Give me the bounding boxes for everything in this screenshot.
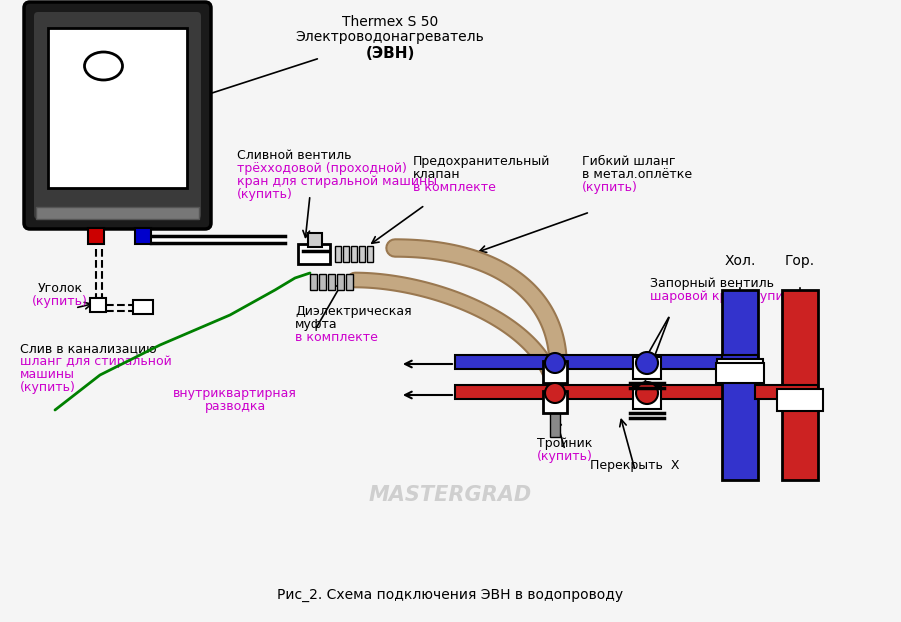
Bar bbox=[351, 246, 357, 262]
Bar bbox=[722, 290, 758, 480]
Text: (купить): (купить) bbox=[537, 450, 593, 463]
Circle shape bbox=[545, 383, 565, 403]
FancyBboxPatch shape bbox=[34, 12, 201, 219]
Text: Гибкий шланг: Гибкий шланг bbox=[582, 155, 676, 168]
Text: Гор.: Гор. bbox=[785, 254, 815, 268]
Circle shape bbox=[545, 353, 565, 373]
Bar bbox=[543, 391, 567, 413]
Text: Сливной вентиль: Сливной вентиль bbox=[237, 149, 351, 162]
Bar bbox=[36, 207, 199, 219]
Bar bbox=[782, 290, 818, 480]
Text: Предохранительный: Предохранительный bbox=[413, 155, 551, 168]
Text: (купить): (купить) bbox=[32, 295, 88, 308]
Text: в метал.оплётке: в метал.оплётке bbox=[582, 168, 692, 181]
Bar bbox=[367, 246, 373, 262]
Bar bbox=[343, 246, 349, 262]
Text: Слив в канализацию: Слив в канализацию bbox=[20, 342, 157, 355]
Bar bbox=[455, 385, 755, 399]
Bar bbox=[722, 355, 758, 369]
Text: Запорный вентиль: Запорный вентиль bbox=[650, 277, 774, 290]
Bar bbox=[90, 298, 106, 312]
Bar bbox=[455, 355, 755, 369]
Bar bbox=[633, 387, 661, 409]
Bar bbox=[346, 274, 353, 290]
Text: шаровой кран (купить): шаровой кран (купить) bbox=[650, 290, 804, 303]
Text: Диэлектрическая: Диэлектрическая bbox=[295, 305, 412, 318]
Text: в комплекте: в комплекте bbox=[413, 181, 496, 194]
Bar bbox=[543, 361, 567, 383]
Bar bbox=[308, 233, 322, 247]
Bar bbox=[716, 363, 764, 383]
Text: кран для стиральной машины: кран для стиральной машины bbox=[237, 175, 437, 188]
Text: внутриквартирная: внутриквартирная bbox=[173, 387, 297, 400]
Bar bbox=[717, 359, 763, 381]
Text: в комплекте: в комплекте bbox=[295, 331, 378, 344]
Text: Thermex S 50: Thermex S 50 bbox=[341, 15, 438, 29]
Bar bbox=[328, 274, 335, 290]
Bar bbox=[298, 244, 330, 264]
Text: разводка: разводка bbox=[205, 400, 266, 413]
Bar bbox=[337, 274, 344, 290]
Text: машины: машины bbox=[20, 368, 75, 381]
Text: трёхходовой (проходной): трёхходовой (проходной) bbox=[237, 162, 407, 175]
Text: Тройник: Тройник bbox=[537, 437, 593, 450]
Bar bbox=[48, 28, 187, 188]
Bar bbox=[755, 385, 818, 399]
Text: MASTERGRAD: MASTERGRAD bbox=[369, 485, 532, 505]
FancyBboxPatch shape bbox=[24, 2, 211, 229]
Text: Перекрыть  Х: Перекрыть Х bbox=[590, 459, 679, 472]
Text: (купить): (купить) bbox=[237, 188, 293, 201]
Text: (купить): (купить) bbox=[582, 181, 638, 194]
Bar bbox=[550, 407, 560, 437]
Bar bbox=[755, 355, 758, 369]
Bar bbox=[135, 228, 151, 244]
Ellipse shape bbox=[85, 52, 123, 80]
Text: Уголок: Уголок bbox=[38, 282, 83, 295]
Text: шланг для стиральной: шланг для стиральной bbox=[20, 355, 172, 368]
Text: Хол.: Хол. bbox=[724, 254, 756, 268]
Bar bbox=[133, 300, 153, 314]
Circle shape bbox=[636, 352, 658, 374]
Text: клапан: клапан bbox=[413, 168, 460, 181]
Bar bbox=[777, 389, 823, 411]
Bar bbox=[633, 357, 661, 379]
Text: Рис_2. Схема подключения ЭВН в водопроводу: Рис_2. Схема подключения ЭВН в водопрово… bbox=[277, 588, 623, 602]
Text: (купить): (купить) bbox=[20, 381, 76, 394]
Bar bbox=[359, 246, 365, 262]
Bar bbox=[335, 246, 341, 262]
Text: муфта: муфта bbox=[295, 318, 338, 331]
Bar bbox=[88, 228, 104, 244]
Circle shape bbox=[636, 382, 658, 404]
Bar bbox=[319, 274, 326, 290]
Bar bbox=[310, 274, 317, 290]
Text: Электроводонагреватель: Электроводонагреватель bbox=[296, 30, 485, 44]
Text: (ЭВН): (ЭВН) bbox=[365, 46, 414, 61]
